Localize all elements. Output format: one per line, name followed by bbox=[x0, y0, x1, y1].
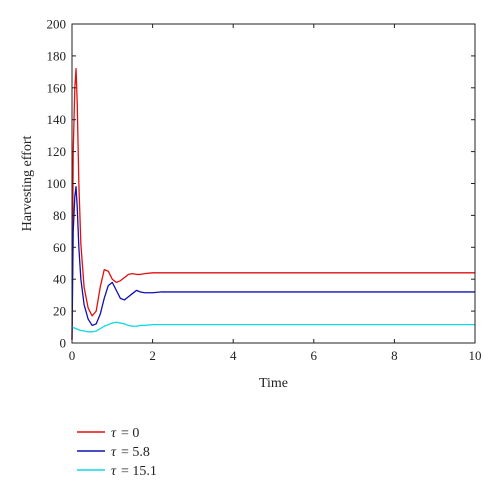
y-tick-label: 40 bbox=[53, 272, 66, 287]
series-line-2 bbox=[71, 321, 475, 333]
x-tick-label: 10 bbox=[469, 348, 482, 363]
series-layer bbox=[71, 68, 475, 340]
legend: τ = 0 τ = 5.8 τ = 15.1 bbox=[77, 426, 157, 479]
series-line-1 bbox=[71, 186, 475, 340]
legend-value: = 5.8 bbox=[121, 445, 150, 460]
y-tick-label: 200 bbox=[47, 17, 67, 32]
legend-value: = 0 bbox=[121, 426, 139, 441]
x-tick-label: 0 bbox=[69, 348, 76, 363]
y-tick-label: 160 bbox=[47, 80, 67, 95]
legend-symbol: τ bbox=[111, 426, 117, 441]
y-tick-label: 20 bbox=[53, 304, 66, 319]
legend-symbol: τ bbox=[111, 445, 117, 460]
y-axis-label: Harvesting effort bbox=[20, 136, 35, 232]
y-tick-label: 100 bbox=[47, 176, 67, 191]
y-tick-label: 60 bbox=[53, 240, 66, 255]
y-tick-label: 140 bbox=[47, 112, 67, 127]
x-tick-label: 6 bbox=[311, 348, 318, 363]
y-axis: 0 20 40 60 80 100 120 140 160 180 200 bbox=[47, 17, 475, 351]
x-tick-label: 2 bbox=[149, 348, 156, 363]
legend-value: = 15.1 bbox=[121, 464, 157, 479]
y-tick-label: 0 bbox=[60, 336, 67, 351]
series-line-0 bbox=[71, 68, 475, 340]
legend-symbol: τ bbox=[111, 464, 117, 479]
y-tick-label: 180 bbox=[47, 48, 67, 63]
legend-label-1: τ = 5.8 bbox=[111, 445, 150, 460]
x-axis: 0 2 4 6 8 10 bbox=[69, 24, 482, 363]
x-tick-label: 8 bbox=[391, 348, 398, 363]
y-tick-label: 80 bbox=[53, 208, 66, 223]
x-axis-label: Time bbox=[259, 376, 288, 391]
x-tick-label: 4 bbox=[230, 348, 237, 363]
legend-label-0: τ = 0 bbox=[111, 426, 139, 441]
legend-label-2: τ = 15.1 bbox=[111, 464, 157, 479]
y-tick-label: 120 bbox=[47, 144, 67, 159]
